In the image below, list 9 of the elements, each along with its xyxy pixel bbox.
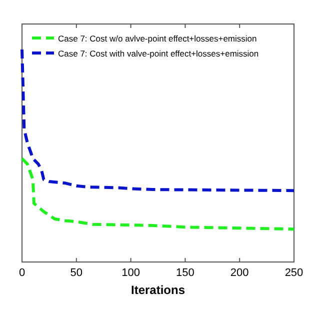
legend-label: Case 7: Cost with valve-point effect+losses+emission (58, 48, 259, 58)
x-tick-label: 50 (70, 267, 83, 279)
x-tick-label: 150 (176, 267, 194, 279)
x-tick-label: 100 (122, 267, 140, 279)
x-tick-label: 200 (230, 267, 249, 279)
x-axis-title: Iterations (130, 283, 186, 297)
x-tick-label: 0 (18, 267, 26, 279)
legend-label: Case 7: Cost w/o avlve-point effect+losses+emission (58, 34, 258, 44)
x-tick-label: 250 (284, 267, 304, 279)
